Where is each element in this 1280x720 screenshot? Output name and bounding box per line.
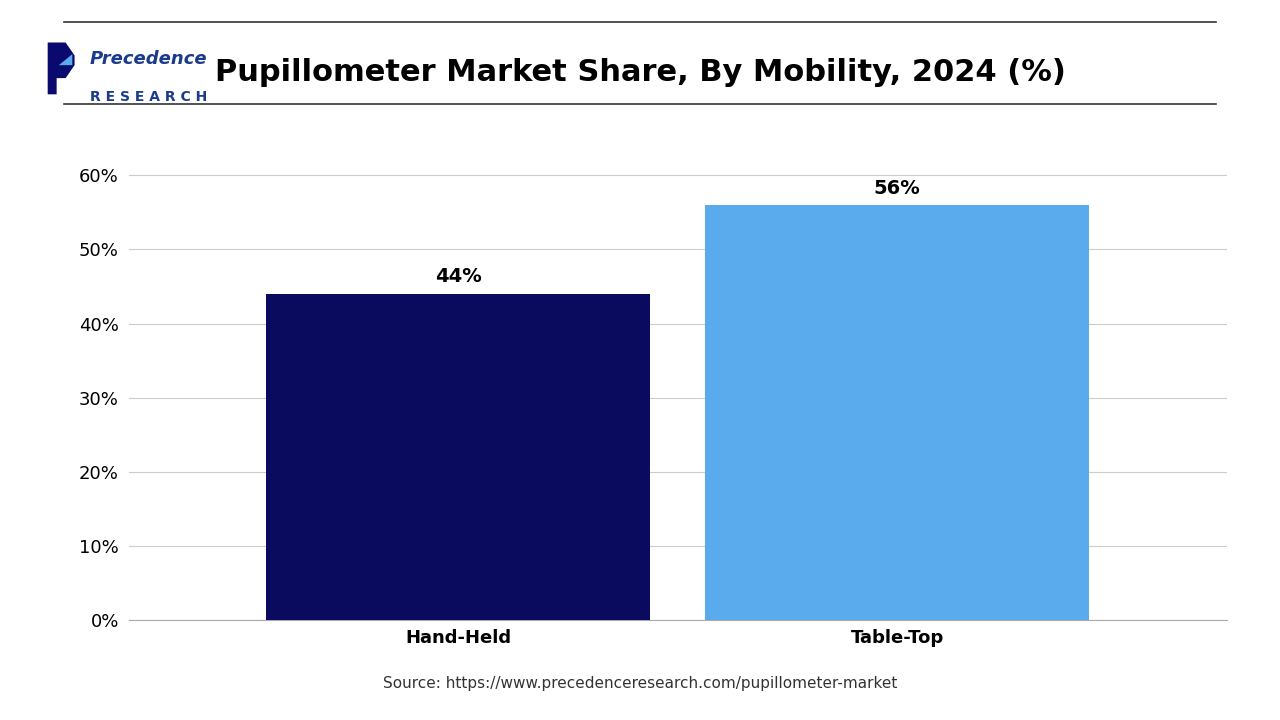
Text: R E S E A R C H: R E S E A R C H	[90, 90, 207, 104]
Text: 44%: 44%	[435, 268, 481, 287]
Bar	[266, 294, 650, 620]
Text: Source: https://www.precedenceresearch.com/pupillometer-market: Source: https://www.precedenceresearch.c…	[383, 676, 897, 691]
Text: Pupillometer Market Share, By Mobility, 2024 (%): Pupillometer Market Share, By Mobility, …	[215, 58, 1065, 86]
Text: Precedence: Precedence	[90, 50, 207, 68]
Polygon shape	[47, 42, 74, 94]
Polygon shape	[59, 54, 72, 65]
Text: 56%: 56%	[874, 179, 920, 198]
Bar	[705, 205, 1089, 620]
